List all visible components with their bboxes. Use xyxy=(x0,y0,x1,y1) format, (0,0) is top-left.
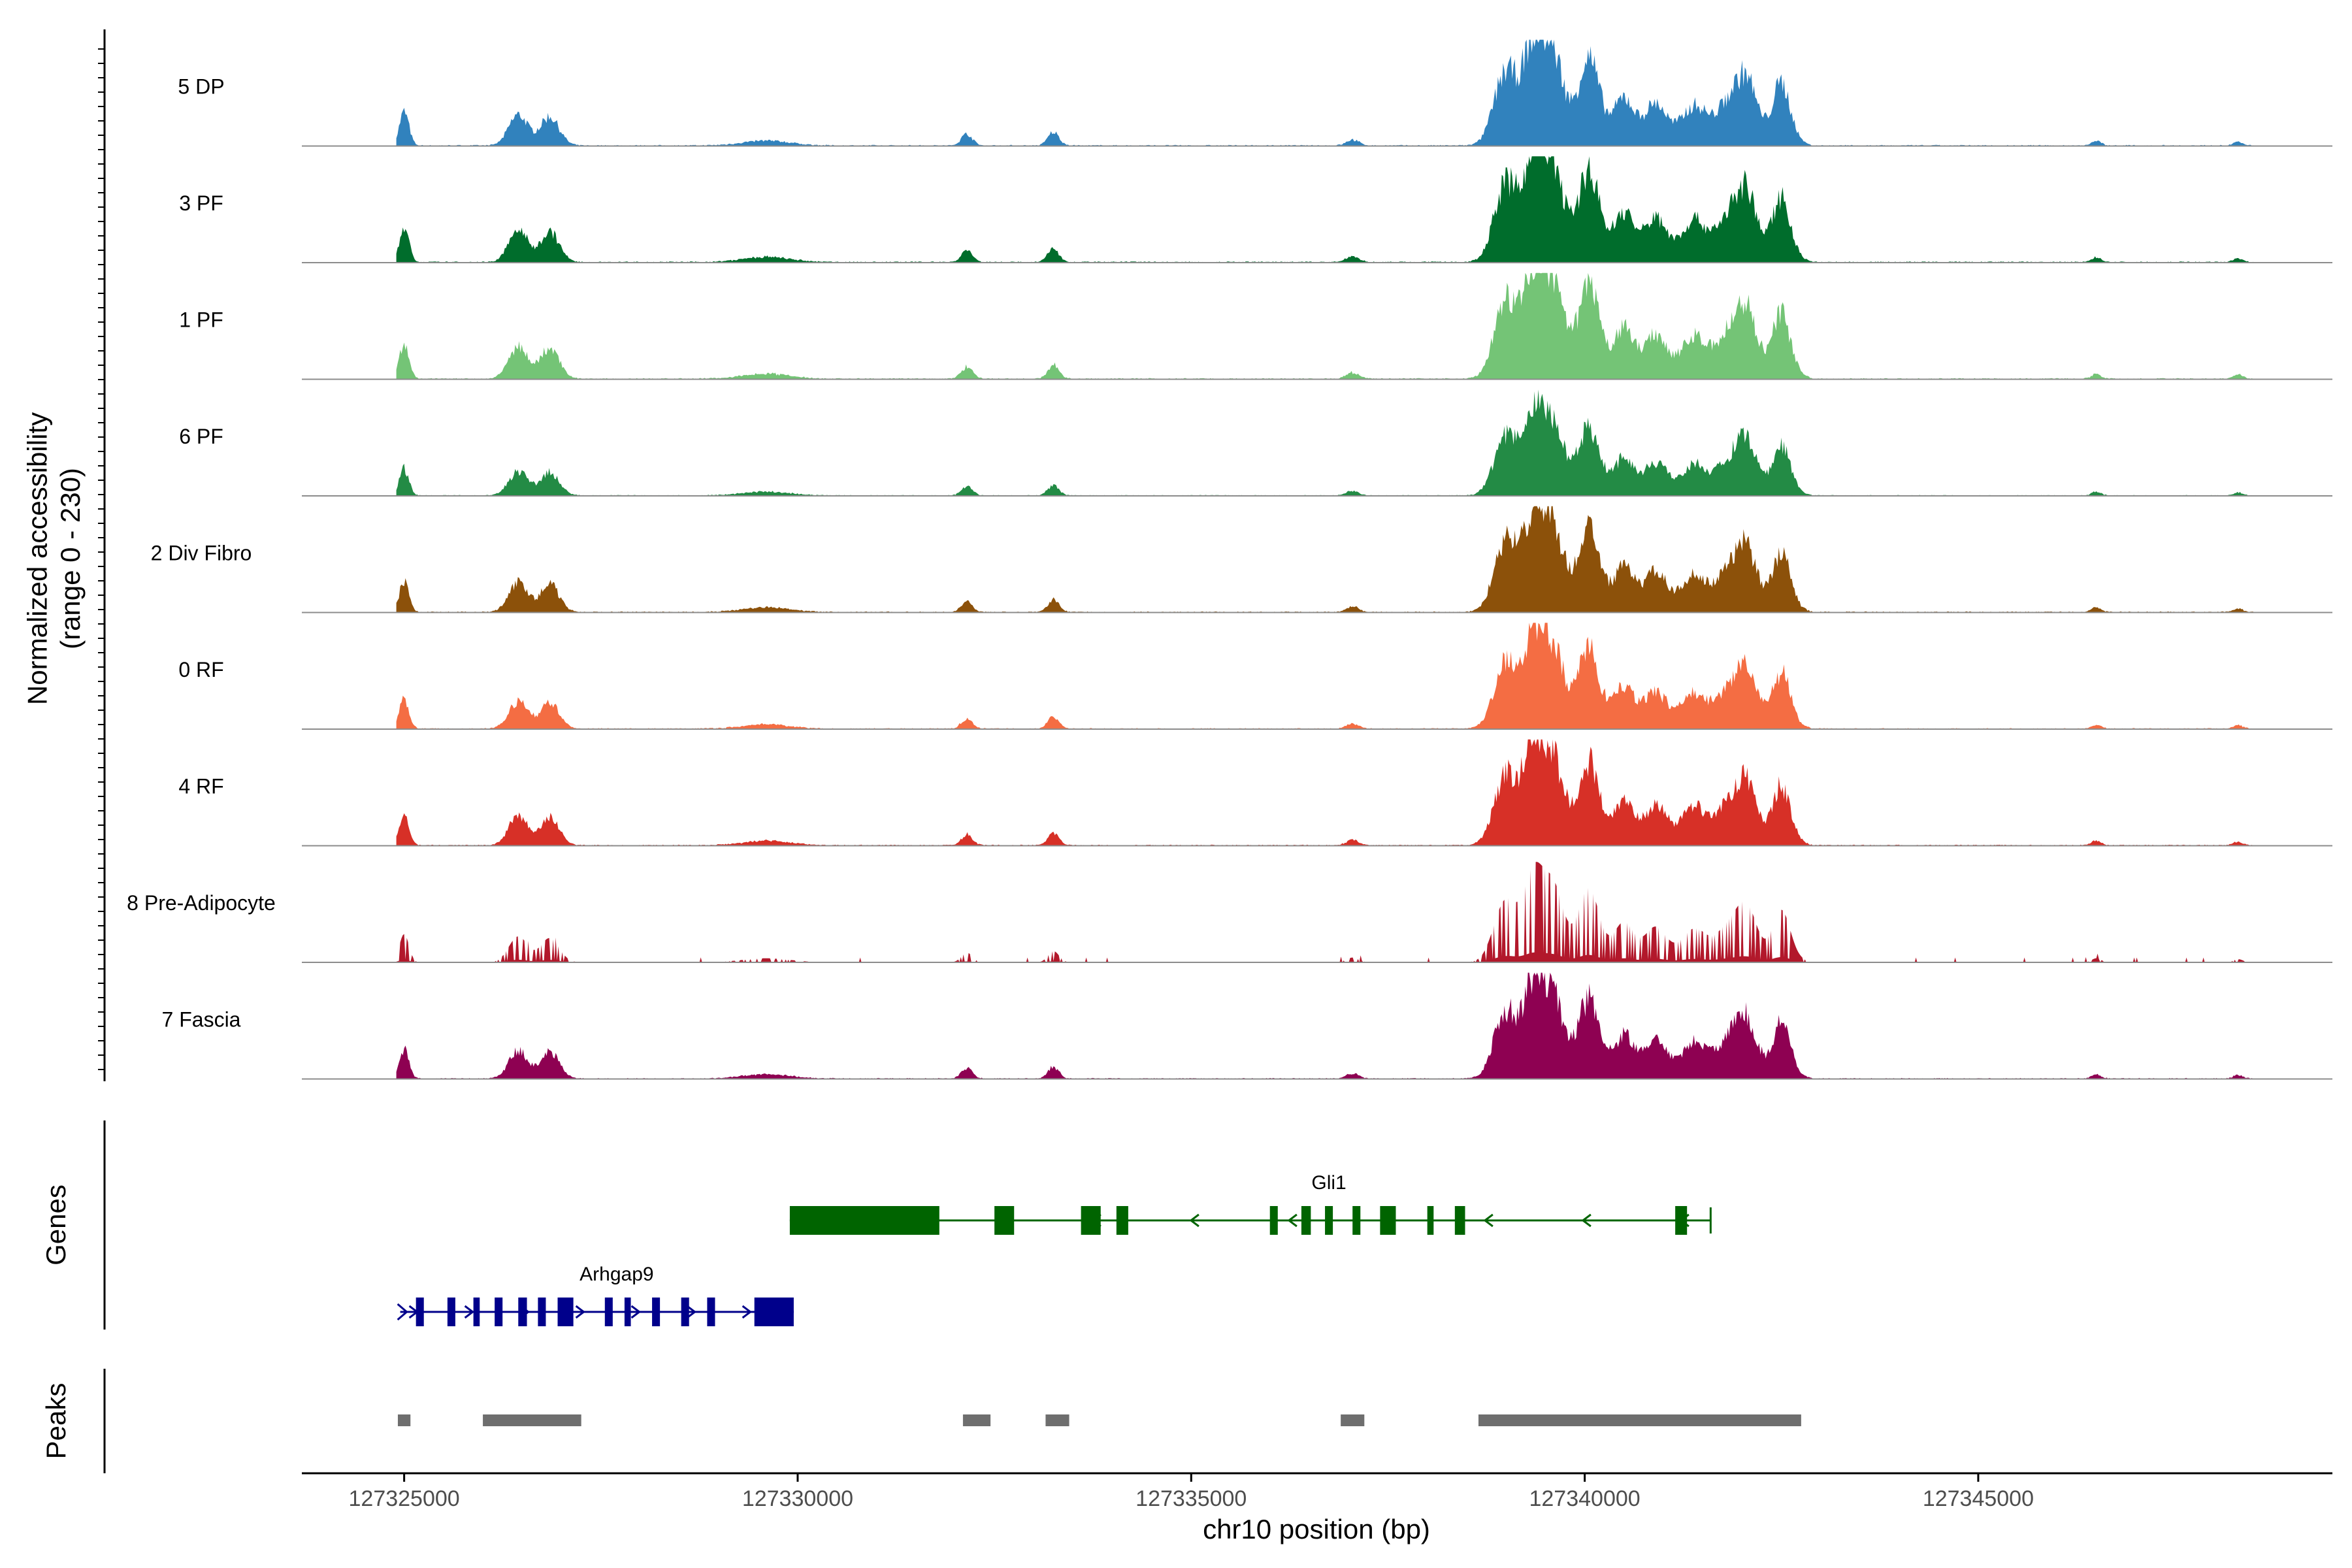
strand-arrow xyxy=(630,1305,642,1319)
x-tick-label: 127330000 xyxy=(742,1486,853,1511)
coverage-area xyxy=(396,272,2254,380)
coverage-area xyxy=(396,739,2254,846)
gene-exon xyxy=(1454,1206,1465,1235)
gene-exon xyxy=(1116,1206,1128,1235)
track-label: 1 PF xyxy=(179,308,223,332)
x-tick-label: 127345000 xyxy=(1923,1486,2034,1511)
gene-exon xyxy=(518,1298,527,1326)
gene-exon xyxy=(1675,1206,1688,1235)
peak-region xyxy=(483,1414,581,1426)
genes-panel-title: Genes xyxy=(41,1184,71,1266)
gene-utr-block xyxy=(789,1206,939,1235)
peak-region xyxy=(1045,1414,1070,1426)
coverage-area xyxy=(396,623,2254,729)
strand-arrow xyxy=(686,1305,697,1319)
track-label: 6 PF xyxy=(179,425,223,448)
strand-arrow xyxy=(575,1305,586,1319)
x-tick-label: 127335000 xyxy=(1135,1486,1247,1511)
peak-region xyxy=(962,1414,991,1426)
gene-exon xyxy=(538,1298,546,1326)
x-axis-title: chr10 position (bp) xyxy=(1203,1514,1430,1544)
track-label: 5 DP xyxy=(178,75,224,99)
coverage-area xyxy=(396,972,2254,1079)
coverage-area xyxy=(396,39,2254,146)
peak-region-track xyxy=(397,1414,1801,1426)
track-label: 2 Div Fibro xyxy=(151,542,252,565)
track-label: 8 Pre-Adipocyte xyxy=(127,891,276,915)
gene-exon xyxy=(1427,1206,1434,1235)
gene-exon xyxy=(652,1298,661,1326)
x-tick-label: 127325000 xyxy=(349,1486,460,1511)
gene-model: Arhgap9 xyxy=(397,1264,794,1326)
x-tick-label: 127340000 xyxy=(1529,1486,1640,1511)
gene-exon xyxy=(447,1298,455,1326)
coverage-area xyxy=(396,506,2254,613)
gene-exon xyxy=(707,1298,715,1326)
coverage-track: 4 RF xyxy=(178,739,2332,847)
gene-name-label: Arhgap9 xyxy=(580,1264,653,1285)
y-axis-title-line: Normalized accessibility xyxy=(22,412,53,705)
coverage-track: 0 RF xyxy=(178,623,2332,730)
strand-arrow xyxy=(1581,1213,1592,1228)
coverage-track: 7 Fascia xyxy=(162,972,2332,1080)
track-label: 0 RF xyxy=(178,658,223,681)
gene-utr-block xyxy=(754,1298,794,1326)
strand-arrow xyxy=(1287,1213,1298,1228)
y-axis-title: Normalized accessibility(range 0 - 230) xyxy=(22,412,86,705)
coverage-track: 6 PF xyxy=(179,389,2332,497)
gene-annotation-track: Gli1 Arhgap9 xyxy=(397,1172,1712,1326)
gene-name-label: Gli1 xyxy=(1311,1172,1346,1194)
gene-exon xyxy=(994,1206,1015,1235)
gene-exon xyxy=(473,1298,480,1326)
gene-exon xyxy=(495,1298,503,1326)
gene-model: Gli1 xyxy=(789,1172,1712,1235)
gene-start-arrow xyxy=(397,1303,408,1321)
gene-exon xyxy=(416,1298,424,1326)
gene-exon xyxy=(681,1298,689,1326)
y-axis-title-line: (range 0 - 230) xyxy=(55,468,86,649)
coverage-track: 8 Pre-Adipocyte xyxy=(127,862,2332,963)
coverage-track: 2 Div Fibro xyxy=(151,506,2332,613)
coverage-track: 1 PF xyxy=(179,272,2332,380)
strand-arrow xyxy=(1189,1213,1200,1228)
coverage-y-axis-ticks xyxy=(98,48,105,1070)
coverage-area xyxy=(396,389,2254,496)
gene-exon xyxy=(1325,1206,1333,1235)
track-label: 3 PF xyxy=(179,191,223,215)
peaks-panel-title: Peaks xyxy=(41,1383,71,1460)
gene-exon xyxy=(604,1298,613,1326)
gene-exon xyxy=(1352,1206,1361,1235)
peak-region xyxy=(1341,1414,1365,1426)
gene-exon xyxy=(557,1298,574,1326)
coverage-area xyxy=(396,156,2254,263)
gene-exon xyxy=(1380,1206,1396,1235)
strand-arrow xyxy=(742,1305,753,1319)
gene-exon xyxy=(1269,1206,1278,1235)
x-axis-ticks: 127325000 127330000 127335000 127340000 1273… xyxy=(349,1473,2034,1511)
coverage-track: 5 DP xyxy=(178,39,2332,147)
track-label: 7 Fascia xyxy=(162,1008,241,1032)
peak-region xyxy=(1478,1414,1801,1426)
gene-exon xyxy=(1081,1206,1101,1235)
coverage-tracks: 5 DP 3 PF 1 PF 6 PF 2 Div Fibro 0 RF 4 RF 8 Pre… xyxy=(127,39,2332,1080)
coverage-track: 3 PF xyxy=(179,156,2332,263)
track-label: 4 RF xyxy=(178,775,223,798)
gene-exon xyxy=(1301,1206,1311,1235)
peak-region xyxy=(397,1414,411,1426)
strand-arrow xyxy=(1483,1213,1494,1228)
strand-arrow xyxy=(464,1305,475,1319)
gene-exon xyxy=(624,1298,631,1326)
